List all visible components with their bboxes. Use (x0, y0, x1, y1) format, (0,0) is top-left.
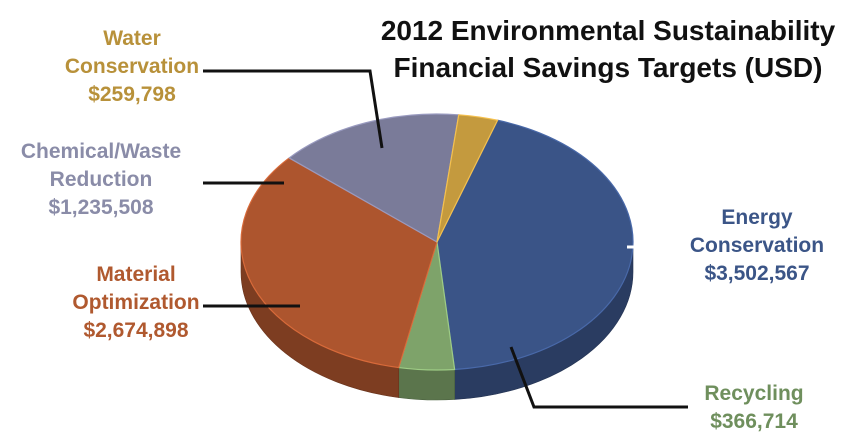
slice-label-energy-conservation: Energy (721, 206, 793, 229)
slice-label-material-optimization: Material (96, 263, 175, 286)
pie-layer (240, 113, 634, 401)
slice-label-water-conservation: Conservation (65, 55, 199, 78)
slice-energy-conservation (436, 119, 634, 371)
slice-water-conservation (436, 114, 499, 243)
slice-material-optimization (240, 157, 438, 369)
slice-label-chemical-waste-reduction: Reduction (50, 168, 153, 191)
slice-value-material-optimization: $2,674,898 (83, 319, 188, 342)
leader-line-recycling (509, 346, 688, 409)
slice-chemical-waste-reduction (288, 113, 460, 243)
slice-value-chemical-waste-reduction: $1,235,508 (48, 196, 153, 219)
slice-label-recycling: Recycling (704, 382, 803, 405)
slice-labels: Energy Conservation $3,502,567 Recycling $36… (21, 27, 824, 433)
chart-title-line-2: Financial Savings Targets (USD) (394, 52, 823, 83)
slice-label-energy-conservation: Conservation (690, 234, 824, 257)
slice-value-water-conservation: $259,798 (88, 83, 176, 106)
chart-title-line-1: 2012 Environmental Sustainability (381, 15, 836, 46)
slice-value-recycling: $366,714 (710, 410, 798, 433)
leader-lines (203, 69, 688, 409)
slice-label-chemical-waste-reduction: Chemical/Waste (21, 140, 181, 163)
slice-label-water-conservation: Water (103, 27, 161, 50)
slice-side-recycling (398, 367, 455, 401)
leader-line-water-conservation (203, 69, 384, 149)
slice-value-energy-conservation: $3,502,567 (704, 262, 809, 285)
slice-label-material-optimization: Optimization (72, 291, 199, 314)
